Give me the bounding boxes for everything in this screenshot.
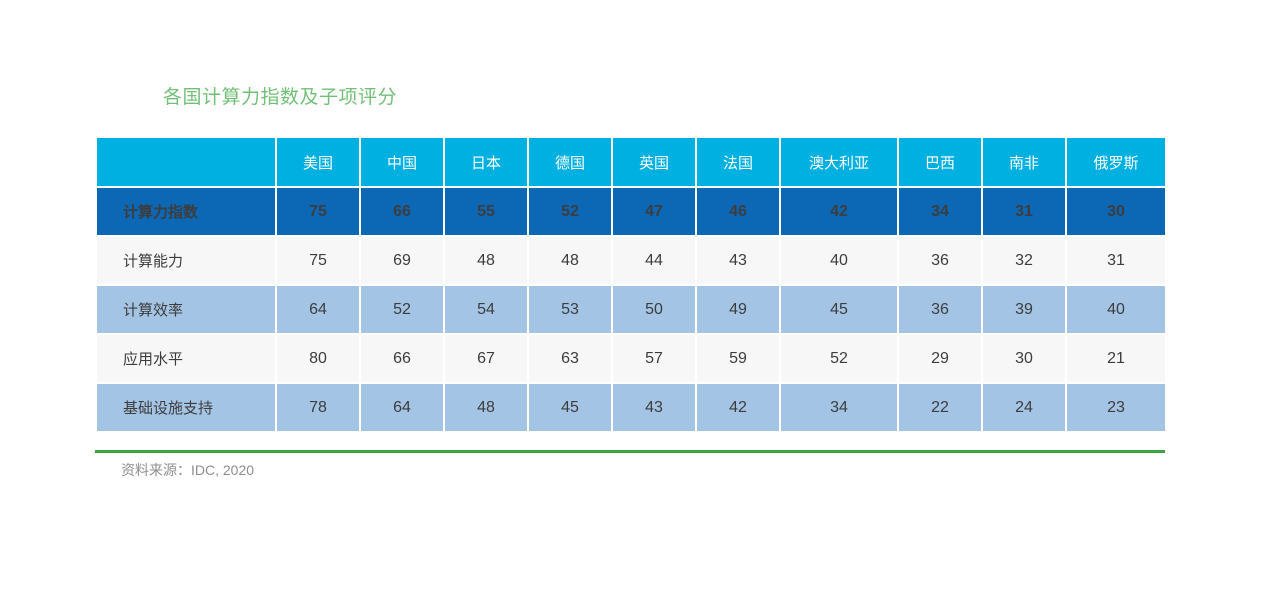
value-cell: 55 xyxy=(443,186,529,237)
column-header: 德国 xyxy=(527,136,613,188)
value-cell: 39 xyxy=(981,284,1067,335)
value-cell: 67 xyxy=(443,333,529,384)
value-cell: 45 xyxy=(779,284,899,335)
column-header: 美国 xyxy=(275,136,361,188)
column-header: 澳大利亚 xyxy=(779,136,899,188)
value-cell: 43 xyxy=(695,235,781,286)
column-header: 英国 xyxy=(611,136,697,188)
row-label-cell: 计算能力 xyxy=(95,235,277,286)
column-header: 俄罗斯 xyxy=(1065,136,1167,188)
value-cell: 36 xyxy=(897,235,983,286)
value-cell: 22 xyxy=(897,382,983,433)
row-label-cell: 计算力指数 xyxy=(95,186,277,237)
row-label-cell: 应用水平 xyxy=(95,333,277,384)
column-header: 日本 xyxy=(443,136,529,188)
value-cell: 53 xyxy=(527,284,613,335)
row-label-cell: 基础设施支持 xyxy=(95,382,277,433)
table-row: 基础设施支持 78 64 48 45 43 42 34 22 24 23 xyxy=(95,382,1167,433)
value-cell: 50 xyxy=(611,284,697,335)
value-cell: 32 xyxy=(981,235,1067,286)
table-row: 计算力指数 75 66 55 52 47 46 42 34 31 30 xyxy=(95,186,1167,237)
value-cell: 75 xyxy=(275,235,361,286)
value-cell: 42 xyxy=(779,186,899,237)
value-cell: 63 xyxy=(527,333,613,384)
value-cell: 64 xyxy=(275,284,361,335)
value-cell: 48 xyxy=(527,235,613,286)
value-cell: 47 xyxy=(611,186,697,237)
corner-header-cell xyxy=(95,136,277,188)
value-cell: 30 xyxy=(981,333,1067,384)
table-body: 计算力指数 75 66 55 52 47 46 42 34 31 30 计算能力 75 69 48 48 44 4… xyxy=(95,186,1167,433)
column-header: 南非 xyxy=(981,136,1067,188)
value-cell: 24 xyxy=(981,382,1067,433)
value-cell: 52 xyxy=(527,186,613,237)
value-cell: 43 xyxy=(611,382,697,433)
column-header: 巴西 xyxy=(897,136,983,188)
value-cell: 75 xyxy=(275,186,361,237)
value-cell: 52 xyxy=(779,333,899,384)
value-cell: 23 xyxy=(1065,382,1167,433)
value-cell: 34 xyxy=(897,186,983,237)
footer-rule xyxy=(95,450,1165,453)
table-row: 计算效率 64 52 54 53 50 49 45 36 39 40 xyxy=(95,284,1167,335)
value-cell: 31 xyxy=(1065,235,1167,286)
value-cell: 40 xyxy=(779,235,899,286)
value-cell: 80 xyxy=(275,333,361,384)
value-cell: 40 xyxy=(1065,284,1167,335)
value-cell: 45 xyxy=(527,382,613,433)
header-row: 美国 中国 日本 德国 英国 法国 澳大利亚 巴西 南非 俄罗斯 xyxy=(95,136,1167,188)
value-cell: 30 xyxy=(1065,186,1167,237)
value-cell: 64 xyxy=(359,382,445,433)
row-label-cell: 计算效率 xyxy=(95,284,277,335)
value-cell: 21 xyxy=(1065,333,1167,384)
value-cell: 31 xyxy=(981,186,1067,237)
table-row: 应用水平 80 66 67 63 57 59 52 29 30 21 xyxy=(95,333,1167,384)
value-cell: 48 xyxy=(443,382,529,433)
value-cell: 48 xyxy=(443,235,529,286)
value-cell: 66 xyxy=(359,333,445,384)
value-cell: 44 xyxy=(611,235,697,286)
table-row: 计算能力 75 69 48 48 44 43 40 36 32 31 xyxy=(95,235,1167,286)
source-note: 资料来源：IDC, 2020 xyxy=(121,462,255,478)
value-cell: 78 xyxy=(275,382,361,433)
column-header: 中国 xyxy=(359,136,445,188)
value-cell: 52 xyxy=(359,284,445,335)
value-cell: 36 xyxy=(897,284,983,335)
value-cell: 42 xyxy=(695,382,781,433)
value-cell: 69 xyxy=(359,235,445,286)
value-cell: 29 xyxy=(897,333,983,384)
value-cell: 49 xyxy=(695,284,781,335)
scores-table: 美国 中国 日本 德国 英国 法国 澳大利亚 巴西 南非 俄罗斯 计算力指数 75 66 55 52 47 4… xyxy=(95,136,1167,433)
value-cell: 46 xyxy=(695,186,781,237)
table-title: 各国计算力指数及子项评分 xyxy=(163,87,398,108)
value-cell: 54 xyxy=(443,284,529,335)
value-cell: 57 xyxy=(611,333,697,384)
column-header: 法国 xyxy=(695,136,781,188)
value-cell: 34 xyxy=(779,382,899,433)
value-cell: 66 xyxy=(359,186,445,237)
value-cell: 59 xyxy=(695,333,781,384)
